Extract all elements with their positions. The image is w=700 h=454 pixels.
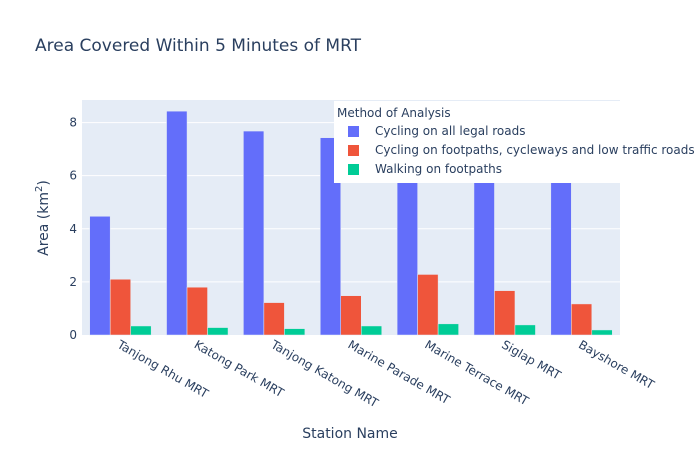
y-axis-ticks: 0 2 4 6 8 <box>69 116 77 342</box>
y-axis-title-sup: 2 <box>34 186 45 192</box>
legend-title: Method of Analysis <box>337 106 451 120</box>
legend-label: Cycling on all legal roads <box>375 124 525 138</box>
y-tick-label: 8 <box>69 116 77 130</box>
legend: Method of Analysis Cycling on all legal … <box>334 101 696 183</box>
bar <box>263 302 285 336</box>
bar <box>494 290 516 336</box>
bar <box>550 179 572 336</box>
bar <box>340 295 362 336</box>
y-tick-label: 2 <box>69 275 77 289</box>
bar <box>207 327 229 336</box>
legend-background <box>334 101 696 183</box>
bar <box>109 278 131 336</box>
chart-title: Area Covered Within 5 Minutes of MRT <box>35 36 362 56</box>
bar <box>166 110 188 336</box>
legend-label: Cycling on footpaths, cycleways and low … <box>375 143 695 157</box>
bar <box>89 216 111 336</box>
legend-items: Cycling on all legal roads Cycling on foo… <box>348 124 695 176</box>
bar <box>186 286 208 336</box>
y-axis-title-close: ) <box>36 180 52 185</box>
x-tick-label: Siglap MRT <box>499 337 564 382</box>
y-tick-label: 6 <box>69 169 77 183</box>
legend-label: Walking on footpaths <box>375 162 502 176</box>
bar <box>320 137 342 336</box>
bar <box>473 174 495 336</box>
legend-swatch <box>348 145 359 156</box>
bar <box>571 303 593 336</box>
y-axis-title-main: Area (km <box>36 192 52 256</box>
y-axis-title: Area (km2) <box>34 180 52 256</box>
bar <box>360 325 382 336</box>
bar <box>514 324 536 336</box>
y-tick-label: 0 <box>69 328 77 342</box>
legend-swatch <box>348 164 359 175</box>
bar <box>591 329 613 336</box>
x-tick-label: Bayshore MRT <box>576 337 657 392</box>
bar <box>396 168 418 336</box>
y-tick-label: 4 <box>69 222 77 236</box>
bar <box>130 325 152 336</box>
x-axis-title: Station Name <box>302 426 398 442</box>
bar <box>437 323 459 336</box>
bar <box>417 274 439 336</box>
bar <box>284 328 306 336</box>
legend-swatch <box>348 126 359 137</box>
bar <box>243 130 265 336</box>
bars <box>89 110 613 336</box>
